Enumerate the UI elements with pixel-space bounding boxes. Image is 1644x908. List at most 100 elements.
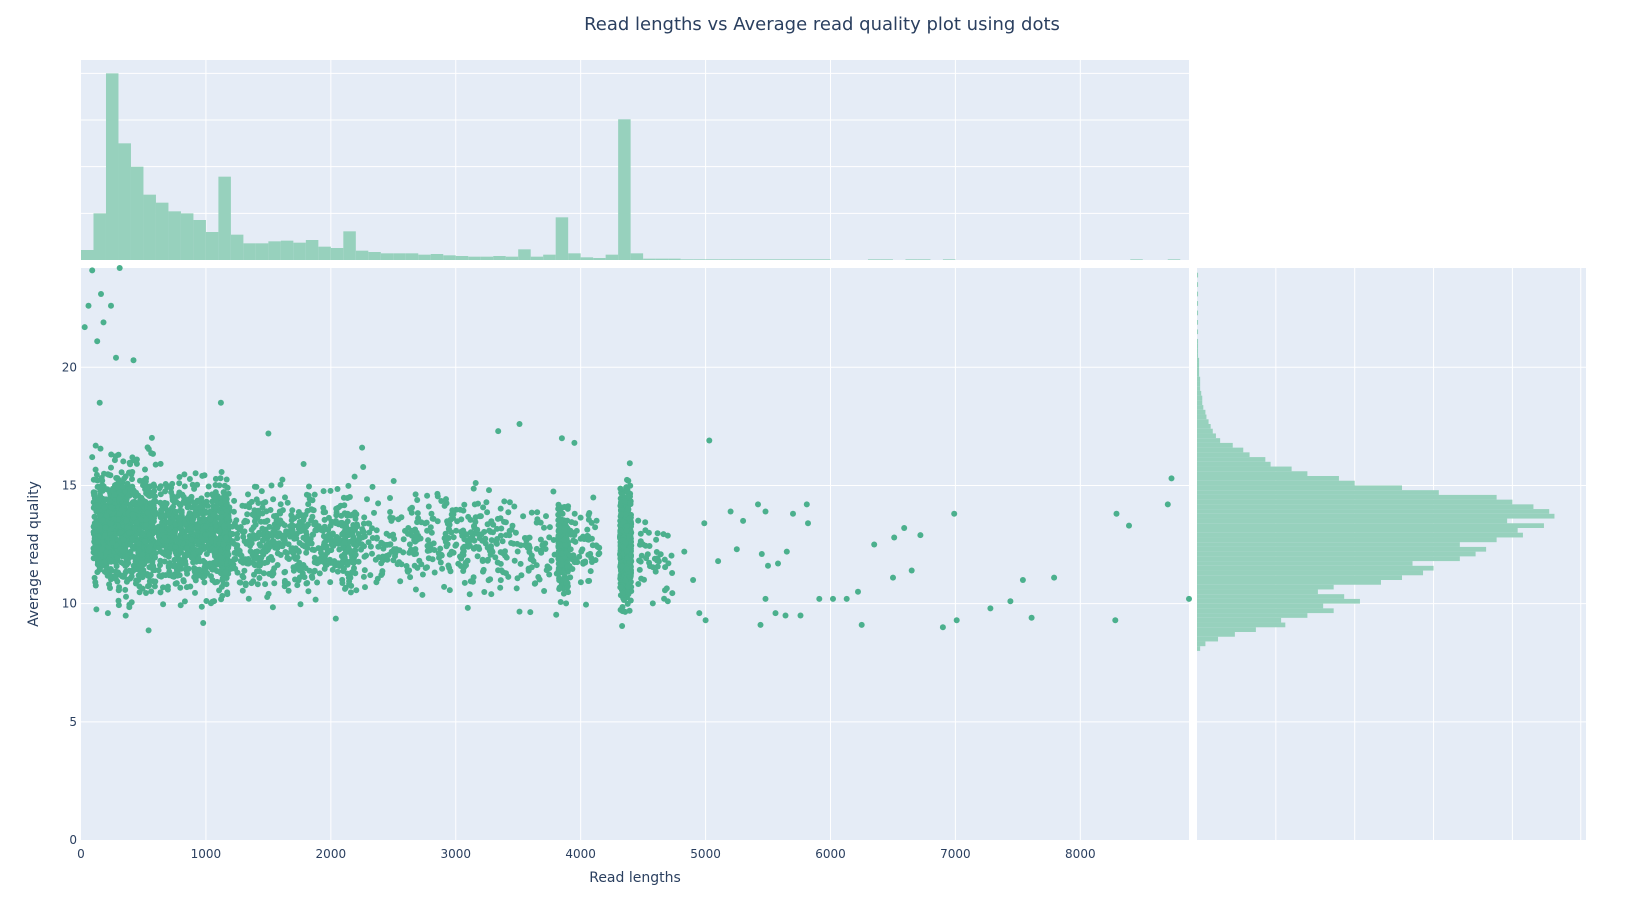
scatter-point [166, 560, 173, 566]
scatter-point [179, 529, 185, 536]
scatter-point [617, 584, 624, 591]
scatter-point [118, 573, 125, 580]
scatter-point [127, 461, 134, 468]
top-histogram-bar [418, 254, 431, 260]
scatter-point [625, 493, 631, 500]
scatter-point [202, 532, 209, 538]
scatter-point [207, 516, 214, 523]
scatter-point [407, 574, 414, 581]
scatter-point [412, 491, 419, 498]
scatter-point [284, 580, 291, 587]
scatter-point [587, 568, 594, 575]
scatter-point [624, 487, 631, 494]
scatter-point [623, 527, 630, 534]
scatter-point [566, 563, 573, 569]
scatter-point [213, 558, 219, 565]
top-histogram-bar [618, 119, 631, 260]
scatter-point [439, 565, 446, 572]
x-tick-label: 3000 [440, 847, 471, 861]
scatter-point [740, 517, 747, 524]
scatter-point [231, 497, 238, 504]
top-histogram-bar [280, 240, 294, 260]
scatter-point [281, 537, 288, 544]
right-histogram-bar [1197, 367, 1200, 372]
scatter-point [274, 550, 281, 557]
scatter-point [361, 567, 368, 574]
scatter-point [320, 559, 327, 566]
scatter-point [203, 598, 210, 604]
scatter-point [152, 554, 158, 561]
scatter-point [329, 530, 336, 537]
scatter-point [141, 538, 148, 545]
scatter-point [217, 514, 224, 520]
top-histogram-background [81, 60, 1189, 260]
scatter-point [116, 265, 123, 271]
scatter-point [201, 579, 208, 586]
scatter-point [203, 551, 210, 557]
scatter-point [135, 547, 142, 554]
scatter-point [414, 497, 421, 503]
scatter-point [520, 513, 527, 520]
scatter-point [624, 583, 631, 590]
scatter-point [102, 532, 108, 539]
scatter-point [92, 466, 99, 473]
right-histogram-bar [1197, 457, 1266, 462]
scatter-point [411, 562, 418, 569]
top-histogram-bar [305, 240, 319, 260]
scatter-point [95, 538, 101, 545]
scatter-point [589, 559, 595, 565]
scatter-point [160, 550, 167, 557]
right-histogram-bar [1197, 329, 1199, 335]
scatter-point [762, 508, 769, 515]
scatter-point [273, 540, 280, 547]
scatter-point [342, 585, 348, 592]
scatter-point [517, 542, 524, 549]
scatter-point [649, 600, 656, 607]
scatter-point [395, 516, 402, 523]
top-histogram-bar [118, 143, 131, 260]
scatter-point [908, 567, 915, 574]
scatter-point [318, 549, 324, 556]
scatter-point [96, 566, 103, 573]
scatter-point [458, 555, 465, 562]
scatter-point [484, 509, 491, 516]
top-histogram-bar [593, 258, 606, 260]
right-histogram-bar [1197, 320, 1199, 325]
scatter-point [623, 523, 630, 530]
scatter-point [312, 520, 319, 527]
scatter-point [586, 510, 593, 516]
top-histogram-bar [680, 259, 694, 260]
scatter-point [517, 560, 524, 567]
scatter-point [419, 571, 426, 578]
scatter-point [194, 481, 201, 488]
scatter-point [567, 574, 574, 581]
scatter-point [624, 476, 630, 483]
scatter-point [101, 568, 108, 575]
scatter-point [109, 539, 116, 546]
top-histogram-bar [917, 259, 931, 260]
scatter-point [332, 537, 339, 544]
scatter-point [123, 498, 130, 505]
scatter-point [146, 493, 153, 499]
scatter-point [229, 538, 236, 545]
scatter-point [435, 550, 442, 557]
right-histogram-bar [1197, 542, 1460, 547]
scatter-point [91, 514, 98, 520]
scatter-point [207, 526, 214, 533]
scatter-point [428, 510, 435, 517]
scatter-point [617, 485, 624, 492]
scatter-point [158, 573, 165, 580]
scatter-point [803, 501, 810, 508]
right-histogram-bar [1197, 476, 1339, 481]
scatter-point [135, 492, 142, 499]
scatter-point [409, 504, 415, 511]
scatter-point [104, 471, 111, 478]
scatter-point [557, 599, 564, 605]
scatter-point [476, 535, 483, 542]
scatter-point [133, 460, 140, 467]
scatter-point [501, 498, 508, 505]
top-histogram-bar [730, 259, 744, 260]
scatter-point [425, 503, 432, 510]
scatter-point [274, 524, 281, 531]
scatter-point [471, 501, 478, 508]
